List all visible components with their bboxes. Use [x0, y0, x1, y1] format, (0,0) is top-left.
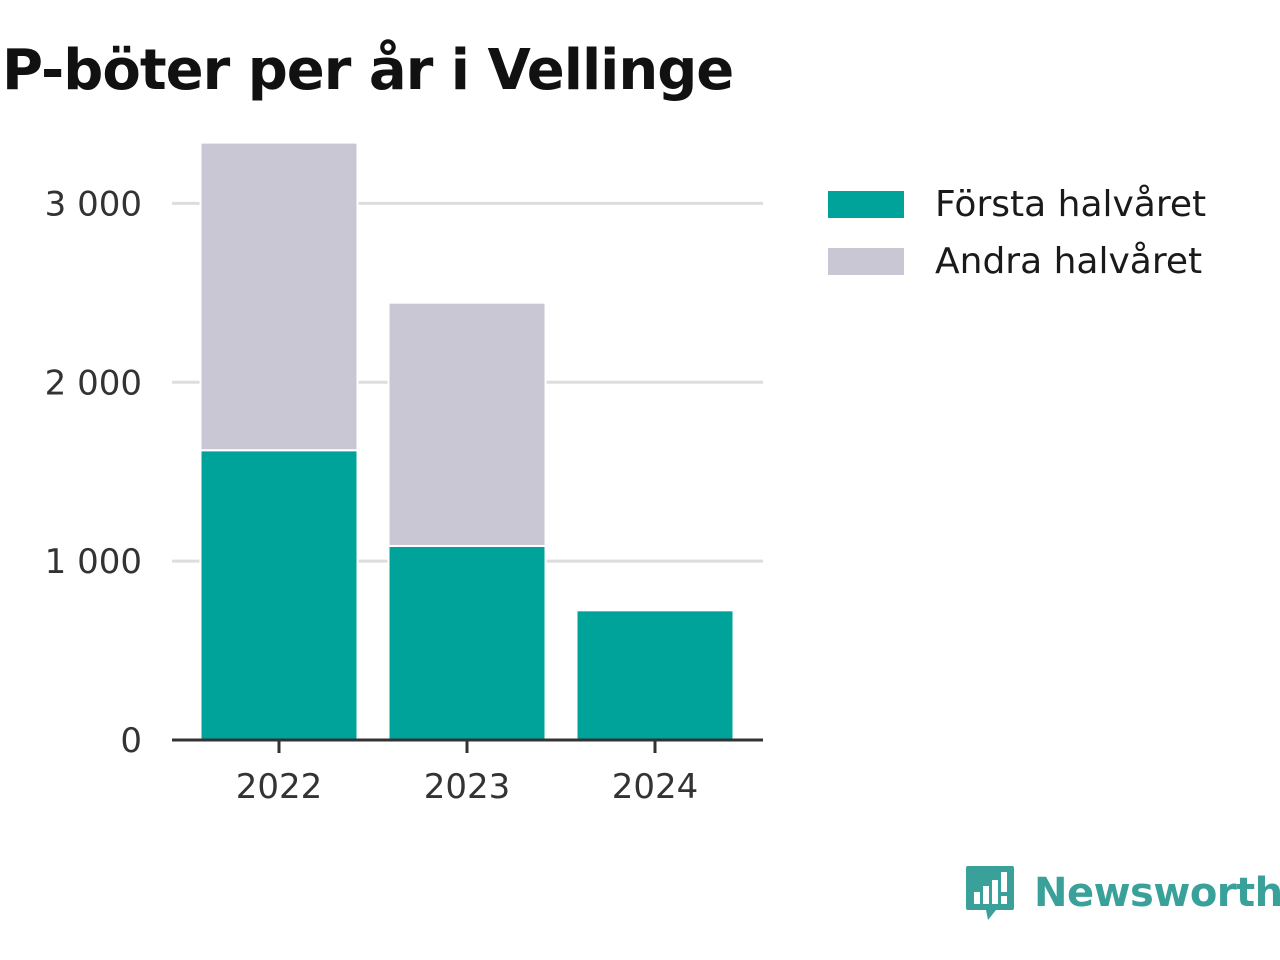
- y-tick-label-1000: 1 000: [45, 542, 142, 582]
- brand-name: Newsworthy: [1034, 870, 1280, 916]
- legend-swatch-andra-halvaret: [828, 248, 904, 275]
- newsworthy-logo-icon: [966, 866, 1014, 920]
- bar-2023-andra-halvaret: [387, 301, 547, 547]
- axes: [172, 738, 763, 753]
- bar-2022-forsta-halvaret: [199, 449, 359, 741]
- bars: [199, 141, 735, 741]
- y-tick-label-0: 0: [120, 721, 142, 761]
- y-tick-label-3000: 3 000: [45, 184, 142, 224]
- bar-2024-forsta-halvaret: [575, 609, 735, 741]
- x-tick-label-2024: 2024: [612, 767, 699, 807]
- x-tick-label-2023: 2023: [424, 767, 511, 807]
- bar-2023-forsta-halvaret: [387, 544, 547, 741]
- legend-label-andra-halvaret: Andra halvåret: [935, 241, 1203, 282]
- legend-item-forsta-halvaret: Första halvåret: [828, 176, 1206, 233]
- legend-item-andra-halvaret: Andra halvåret: [828, 233, 1206, 290]
- y-tick-label-2000: 2 000: [45, 363, 142, 403]
- brand-logo: Newsworthy: [964, 862, 1280, 924]
- legend: Första halvåret Andra halvåret: [828, 176, 1206, 290]
- bar-2022-andra-halvaret: [199, 141, 359, 452]
- tick-labels: 0 1 000 2 000 3 000 2022 2023 2024: [45, 184, 699, 807]
- x-tick-label-2022: 2022: [236, 767, 323, 807]
- legend-swatch-forsta-halvaret: [828, 191, 904, 218]
- chart-title: P-böter per år i Vellinge: [2, 38, 734, 103]
- legend-label-forsta-halvaret: Första halvåret: [935, 184, 1207, 225]
